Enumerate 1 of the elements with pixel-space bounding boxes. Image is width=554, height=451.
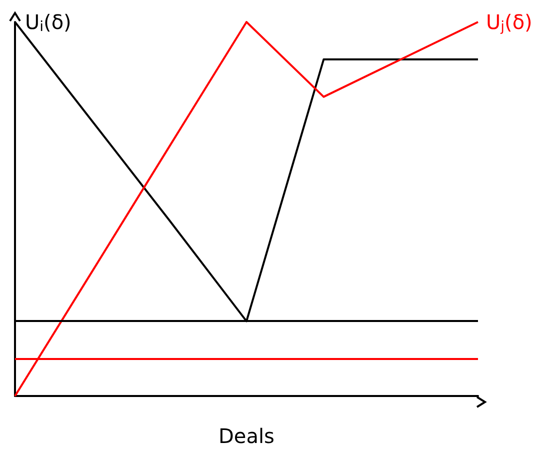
x-axis-title: Deals — [218, 424, 274, 448]
